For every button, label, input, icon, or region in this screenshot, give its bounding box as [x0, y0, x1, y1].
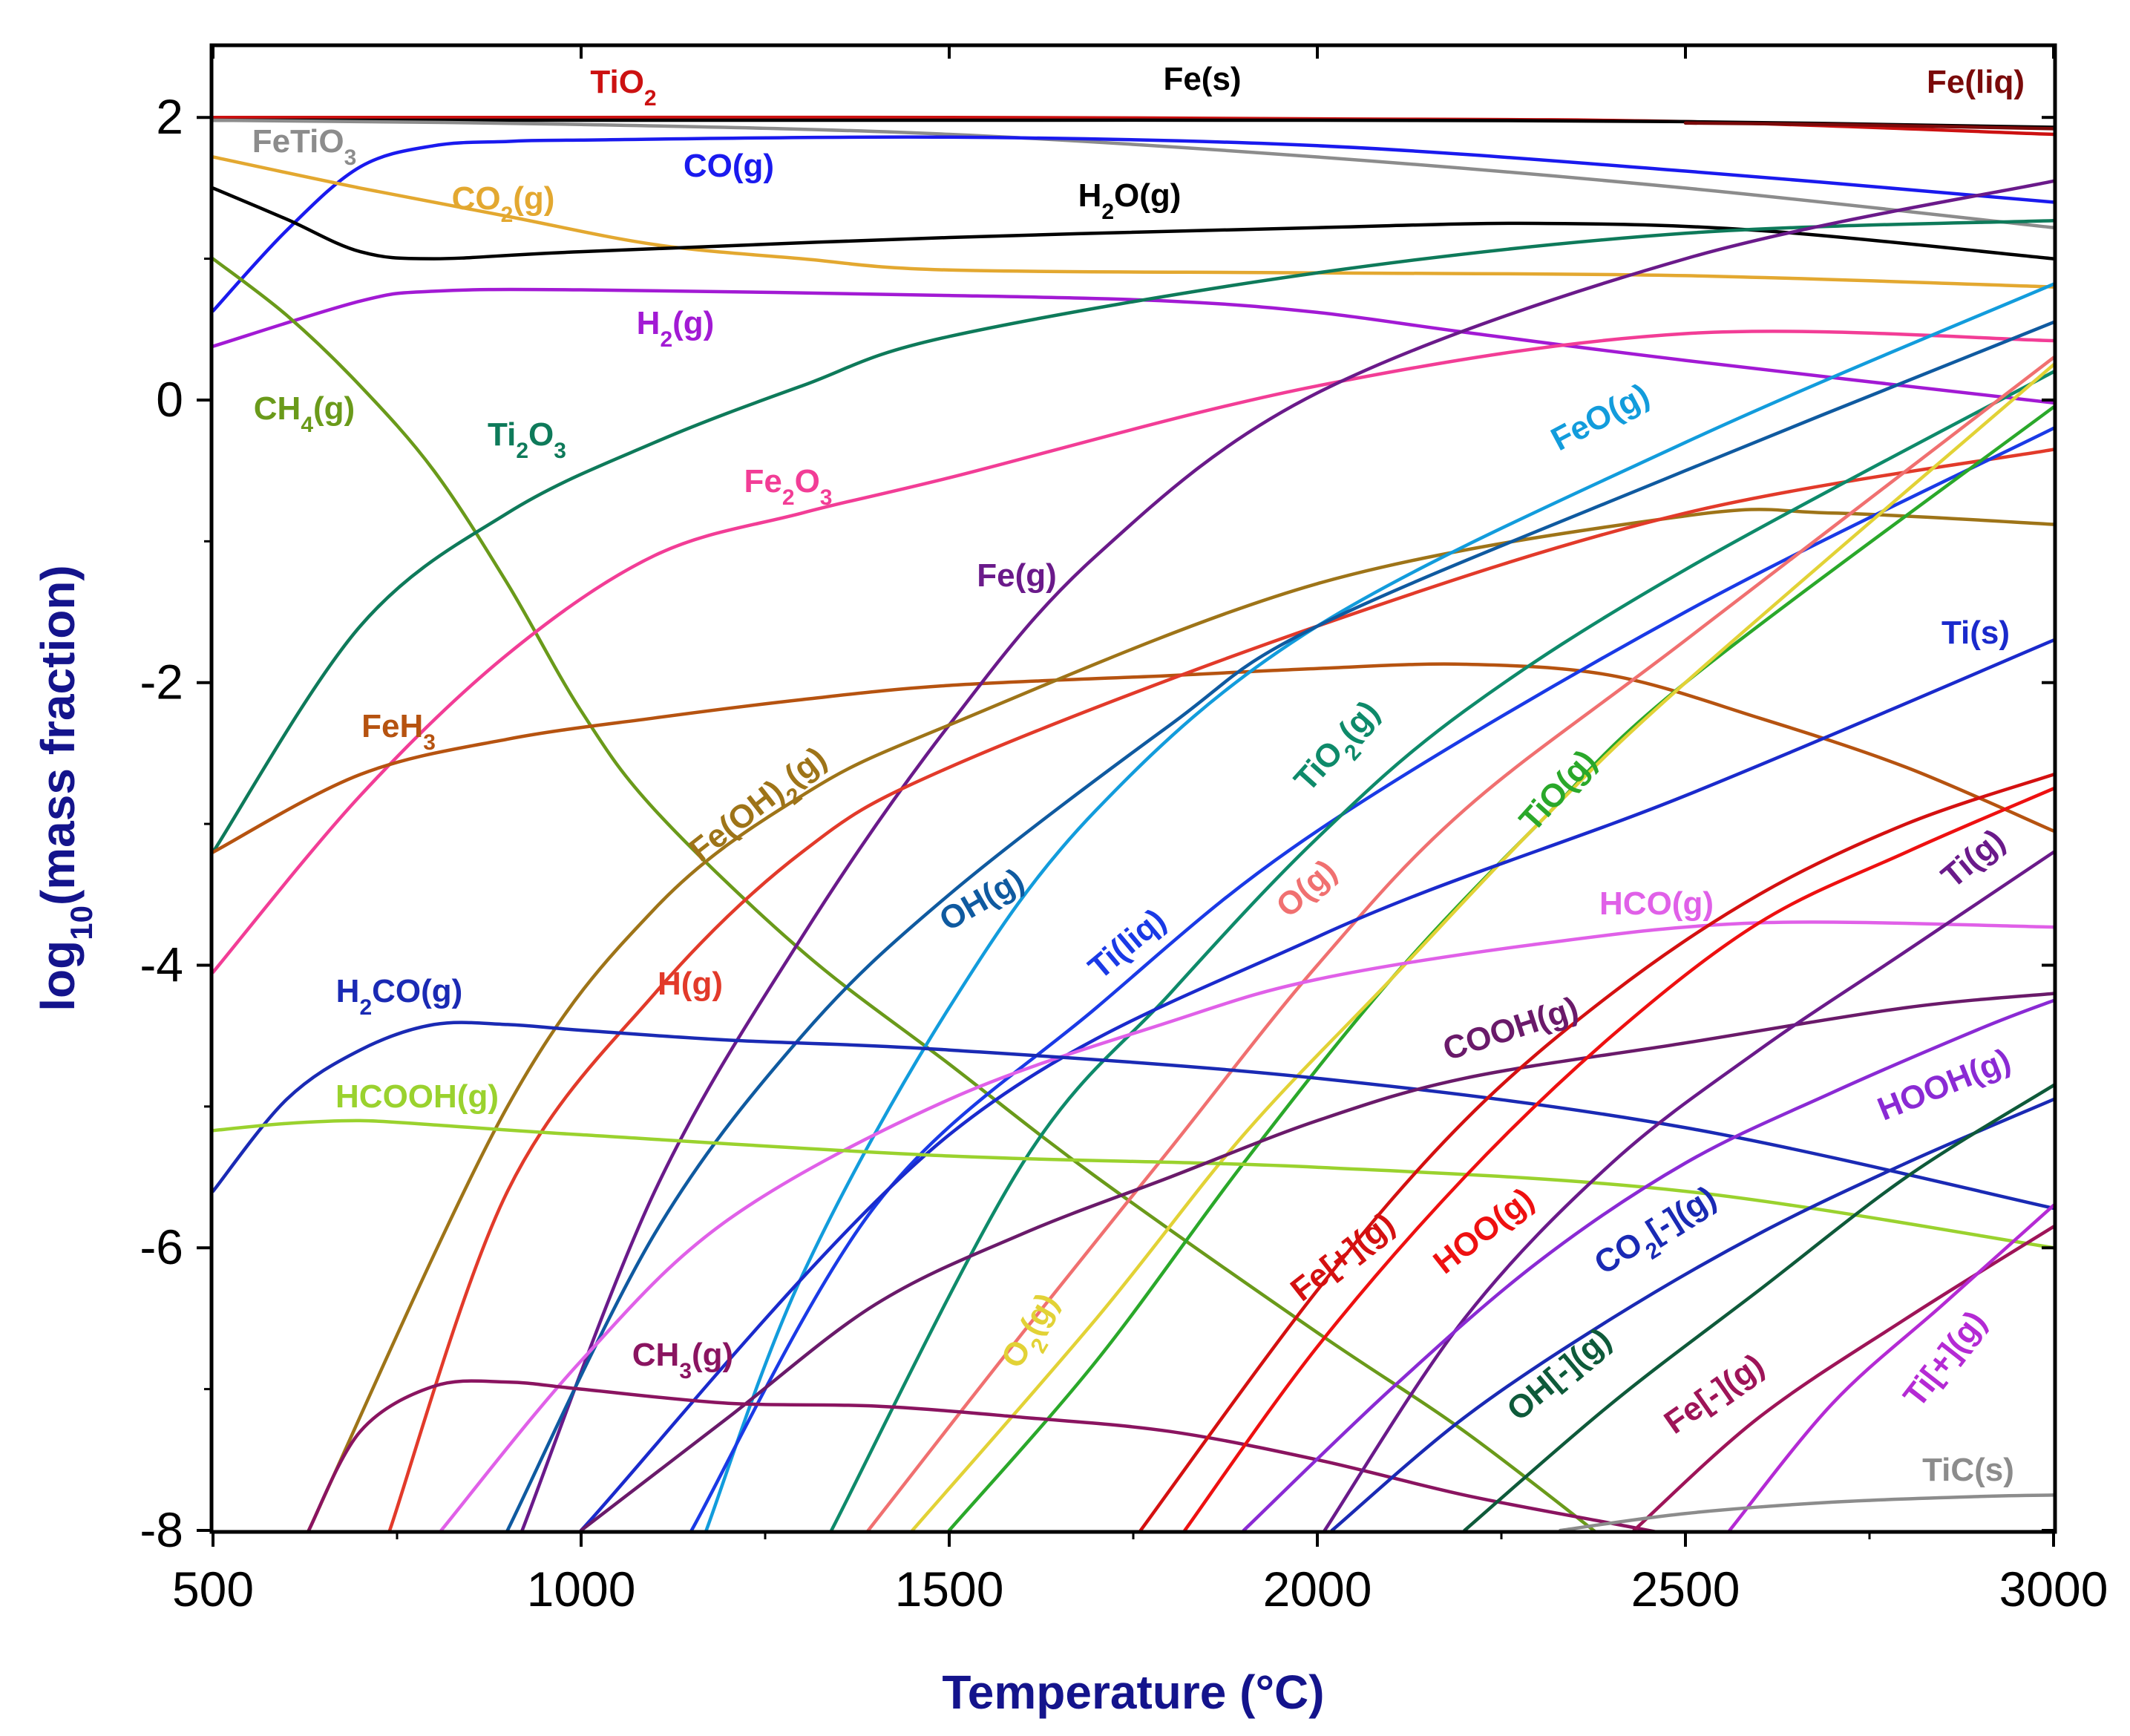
series-label-hcog: HCO(g): [1599, 885, 1714, 922]
series-line-tiliq: [689, 426, 2054, 1530]
series-line-feog: [704, 282, 2054, 1530]
axis-ticks: 500 1000 1500 2000 2500 3000 -8 -6 -4 -2 0 2: [140, 47, 2108, 1617]
series-label-tis: Ti(s): [1941, 615, 2010, 651]
series-label-hg: H(g): [658, 966, 723, 1002]
series-line-h2o: [213, 186, 2054, 261]
series-label-tics: TiC(s): [1922, 1452, 2014, 1488]
series-line-ohmg: [1463, 1084, 2054, 1530]
series-label-femg: Fe[-](g): [1658, 1347, 1771, 1441]
series-line-ti2o3: [213, 218, 2054, 854]
series-label-cooh: COOH(g): [1438, 990, 1582, 1068]
series-label-hoog: HOO(g): [1426, 1181, 1540, 1281]
series-label-feoh2: Fe(OH)2(g): [682, 740, 839, 877]
series-line-co: [213, 135, 2054, 313]
x-tick-label: 500: [172, 1562, 254, 1617]
series-label-fepg: Fe[+](g): [1284, 1205, 1401, 1308]
series-label-h2cog: H2CO(g): [336, 973, 463, 1020]
series-line-tipg: [1728, 1203, 2054, 1530]
x-tick-label: 1500: [895, 1562, 1004, 1617]
y-tick-label: -6: [140, 1219, 183, 1274]
series-line-h2: [213, 287, 2054, 405]
series-lines: [213, 115, 2054, 1530]
x-tick-label: 2500: [1631, 1562, 1740, 1617]
y-tick-label: 2: [156, 89, 183, 144]
series-label-h2o: H2O(g): [1078, 177, 1182, 224]
series-label-og: O(g): [1269, 853, 1343, 925]
series-line-feh3: [213, 662, 2054, 854]
series-labels: TiO2 Fe(s) Fe(liq) FeTiO3 CO(g) CO2(g) H2O(g) H…: [252, 61, 2025, 1488]
series-line-fetio3: [213, 118, 2054, 229]
series-label-co2mg: CO2[-](g): [1588, 1179, 1728, 1290]
series-line-co2: [213, 155, 2054, 289]
series-label-hoohg: HOOH(g): [1872, 1042, 2016, 1128]
series-label-hcoohg: HCOOH(g): [335, 1078, 499, 1115]
series-line-tio2g: [830, 370, 2054, 1530]
series-line-ohg: [505, 320, 2054, 1530]
series-line-femg: [1632, 1225, 2054, 1530]
y-axis-title: log10(mass fraction): [31, 565, 99, 1011]
series-line-og: [866, 356, 2054, 1530]
series-line-feg: [520, 179, 2054, 1530]
series-label-tipg: Ti[+](g): [1896, 1304, 1993, 1414]
series-line-tics: [1559, 1493, 2054, 1530]
series-label-o2g: O2(g): [994, 1287, 1074, 1379]
series-label-ti2o3: Ti2O3: [488, 416, 566, 463]
x-tick-label: 2000: [1263, 1562, 1372, 1617]
series-line-h2cog: [213, 1021, 2054, 1211]
series-label-ohg: OH(g): [934, 862, 1030, 939]
series-line-fe2o3: [213, 330, 2054, 975]
series-label-co2: CO2(g): [452, 180, 555, 227]
series-line-ch3g: [307, 1379, 1658, 1530]
series-line-ch4: [213, 257, 1596, 1530]
series-label-tiog: TiO(g): [1513, 743, 1604, 838]
x-axis-title: Temperature (°C): [942, 1665, 1324, 1719]
y-tick-label: 0: [156, 372, 183, 427]
series-label-feh3: FeH3: [361, 708, 436, 755]
series-label-co: CO(g): [684, 148, 774, 184]
series-line-hcoohg: [213, 1118, 2054, 1250]
series-label-fes: Fe(s): [1163, 61, 1241, 97]
series-line-hoohg: [1242, 998, 2054, 1530]
y-tick-label: -4: [140, 937, 183, 992]
series-label-fetio3: FeTiO3: [252, 123, 357, 170]
series-line-cooh: [579, 992, 2054, 1530]
series-line-feliq: [1683, 121, 2054, 131]
series-line-tig: [1323, 850, 2054, 1530]
series-label-feliq: Fe(liq): [1927, 64, 2025, 100]
y-tick-label: -8: [140, 1502, 183, 1557]
plot-frame: [209, 43, 2057, 1534]
series-label-feog: FeO(g): [1545, 376, 1655, 458]
series-line-feoh2: [307, 508, 2054, 1530]
series-line-tis: [579, 638, 2054, 1530]
series-label-ch3g: CH3(g): [632, 1337, 733, 1383]
series-label-h2: H2(g): [637, 305, 715, 352]
series-line-fepg: [1138, 773, 2054, 1530]
series-line-o2g: [911, 363, 2054, 1530]
series-label-tiliq: Ti(liq): [1081, 902, 1173, 986]
series-line-co2mg: [1330, 1098, 2054, 1530]
series-label-tio2g: TiO2(g): [1287, 694, 1394, 805]
series-label-tio2: TiO2: [590, 64, 656, 111]
x-tick-label: 1000: [527, 1562, 636, 1617]
series-label-ch4: CH4(g): [254, 390, 355, 437]
y-tick-label: -2: [140, 655, 183, 710]
series-label-feg: Fe(g): [977, 557, 1057, 594]
series-line-hg: [387, 448, 2054, 1530]
series-line-hoog: [1183, 787, 2054, 1530]
x-tick-label: 3000: [1999, 1562, 2108, 1617]
series-label-fe2o3: Fe2O3: [744, 463, 833, 510]
